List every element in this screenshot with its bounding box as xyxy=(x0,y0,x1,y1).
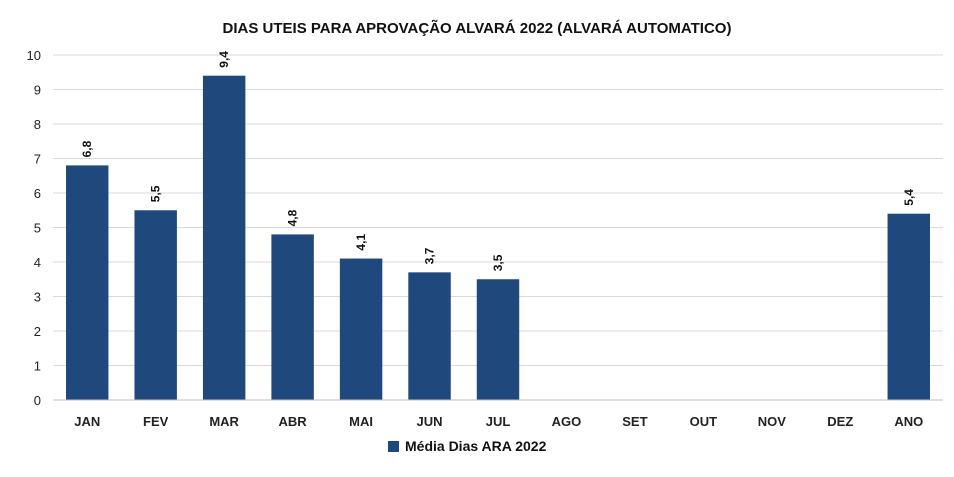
bar xyxy=(476,279,520,400)
x-tick-label: SET xyxy=(622,414,647,429)
bar xyxy=(887,213,930,400)
data-labels: 6,8 5,5 9,4 4,8 4,1 3,7 3,5 5,4 xyxy=(80,51,916,272)
data-label: 3,5 xyxy=(491,254,505,271)
data-label: 4,8 xyxy=(286,209,300,226)
data-label: 9,4 xyxy=(217,51,231,68)
data-label: 5,5 xyxy=(149,185,163,202)
y-tick-label: 3 xyxy=(34,290,41,305)
x-tick-label: JAN xyxy=(74,414,100,429)
y-tick-label: 6 xyxy=(34,186,41,201)
x-tick-label: FEV xyxy=(143,414,169,429)
bar xyxy=(134,210,177,400)
y-tick-label: 10 xyxy=(27,48,41,63)
x-tick-label: MAI xyxy=(349,414,373,429)
bar xyxy=(66,165,109,400)
x-tick-label: AGO xyxy=(552,414,582,429)
x-tick-label: ANO xyxy=(894,414,923,429)
data-label: 3,7 xyxy=(423,247,437,264)
legend-swatch xyxy=(388,441,399,452)
data-label: 4,1 xyxy=(354,234,368,251)
y-tick-label: 8 xyxy=(34,117,41,132)
data-label: 5,4 xyxy=(902,189,916,206)
gridlines xyxy=(53,54,943,366)
bar xyxy=(202,75,246,400)
data-label: 6,8 xyxy=(80,140,94,157)
x-tick-label: DEZ xyxy=(827,414,853,429)
bar xyxy=(339,258,383,400)
y-tick-label: 1 xyxy=(34,359,41,374)
y-tick-label: 4 xyxy=(34,255,41,270)
x-tick-label: JUN xyxy=(417,414,443,429)
y-tick-label: 9 xyxy=(34,83,41,98)
x-tick-label: NOV xyxy=(758,414,787,429)
x-tick-label: ABR xyxy=(279,414,308,429)
y-tick-label: 5 xyxy=(34,221,41,236)
y-tick-label: 7 xyxy=(34,152,41,167)
bars xyxy=(66,75,930,400)
x-axis-ticks: JAN FEV MAR ABR MAI JUN JUL AGO SET OUT NOV DEZ ANO xyxy=(74,414,923,429)
x-tick-label: JUL xyxy=(486,414,511,429)
x-tick-label: MAR xyxy=(209,414,239,429)
y-tick-label: 2 xyxy=(34,324,41,339)
bar xyxy=(271,234,314,400)
chart-title: DIAS UTEIS PARA APROVAÇÃO ALVARÁ 2022 (A… xyxy=(223,19,732,37)
y-tick-label: 0 xyxy=(34,393,41,408)
legend: Média Dias ARA 2022 xyxy=(388,438,547,454)
y-axis-ticks: 0 1 2 3 4 5 6 7 8 9 10 xyxy=(27,48,41,408)
x-tick-label: OUT xyxy=(690,414,718,429)
legend-label: Média Dias ARA 2022 xyxy=(405,438,547,454)
bar xyxy=(408,272,451,400)
